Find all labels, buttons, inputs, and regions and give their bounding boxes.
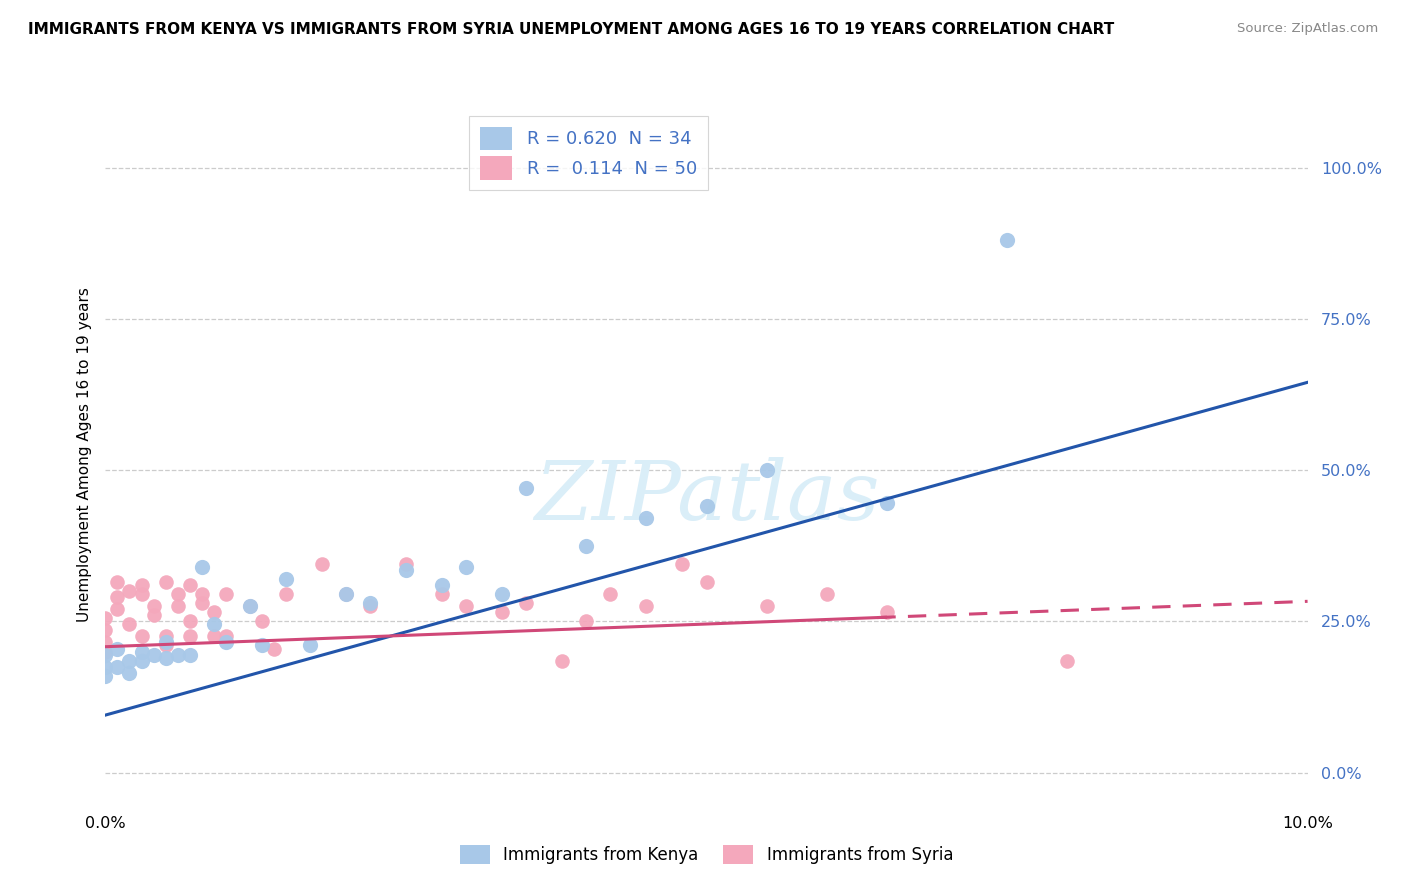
Point (155, 650, 177, 665)
Point (118, 584, 141, 599)
Point (166, 599, 188, 614)
Point (94, 635, 117, 649)
Point (995, 233, 1018, 247)
Text: ZIPatlas: ZIPatlas (534, 457, 879, 537)
Point (876, 605, 898, 619)
Point (250, 615, 273, 629)
Point (107, 590, 129, 604)
Point (491, 605, 513, 619)
Point (202, 605, 225, 619)
Point (190, 587, 212, 601)
Point (190, 559, 212, 574)
Point (202, 617, 225, 632)
Point (430, 587, 453, 601)
Point (94, 644, 117, 658)
Y-axis label: Unemployment Among Ages 16 to 19 years: Unemployment Among Ages 16 to 19 years (76, 287, 91, 623)
Point (335, 587, 357, 601)
Point (118, 665, 141, 680)
Point (876, 496, 898, 510)
Point (118, 617, 141, 632)
Point (142, 648, 165, 662)
Text: IMMIGRANTS FROM KENYA VS IMMIGRANTS FROM SYRIA UNEMPLOYMENT AMONG AGES 16 TO 19 : IMMIGRANTS FROM KENYA VS IMMIGRANTS FROM… (28, 22, 1115, 37)
Point (250, 639, 273, 653)
Point (335, 587, 357, 601)
Point (179, 615, 201, 629)
Point (755, 463, 778, 477)
Point (671, 557, 693, 571)
Point (696, 500, 718, 514)
Point (107, 574, 129, 589)
Point (107, 602, 129, 616)
Point (515, 481, 537, 495)
Point (94, 669, 117, 683)
Point (395, 563, 418, 577)
Point (359, 599, 381, 614)
Point (214, 629, 236, 643)
Point (155, 574, 177, 589)
Point (107, 659, 129, 673)
Point (311, 557, 333, 571)
Point (131, 654, 153, 668)
Point (131, 578, 153, 592)
Point (239, 599, 262, 614)
Point (94, 648, 117, 662)
Point (395, 557, 418, 571)
Point (575, 615, 598, 629)
Point (515, 596, 537, 610)
Point (179, 648, 201, 662)
Point (274, 587, 297, 601)
Point (454, 559, 477, 574)
Point (599, 587, 621, 601)
Text: Source: ZipAtlas.com: Source: ZipAtlas.com (1237, 22, 1378, 36)
Point (575, 539, 598, 553)
Point (214, 587, 236, 601)
Point (239, 599, 262, 614)
Point (636, 511, 658, 525)
Point (94, 659, 117, 673)
Point (155, 629, 177, 643)
Point (298, 639, 321, 653)
Point (359, 596, 381, 610)
Point (815, 587, 838, 601)
Point (755, 599, 778, 614)
Point (155, 635, 177, 649)
Point (696, 574, 718, 589)
Point (454, 599, 477, 614)
Point (430, 578, 453, 592)
Point (94, 611, 117, 625)
Point (263, 641, 285, 656)
Point (166, 648, 188, 662)
Legend: Immigrants from Kenya, Immigrants from Syria: Immigrants from Kenya, Immigrants from S… (453, 838, 960, 871)
Point (118, 654, 141, 668)
Point (131, 587, 153, 601)
Point (636, 599, 658, 614)
Point (202, 629, 225, 643)
Point (274, 572, 297, 586)
Point (107, 641, 129, 656)
Point (155, 639, 177, 653)
Point (551, 654, 574, 668)
Point (179, 578, 201, 592)
Point (94, 624, 117, 638)
Point (131, 629, 153, 643)
Point (1056, 654, 1078, 668)
Point (214, 635, 236, 649)
Point (142, 599, 165, 614)
Point (166, 587, 188, 601)
Point (491, 587, 513, 601)
Point (142, 608, 165, 623)
Point (190, 596, 212, 610)
Point (179, 629, 201, 643)
Point (131, 644, 153, 658)
